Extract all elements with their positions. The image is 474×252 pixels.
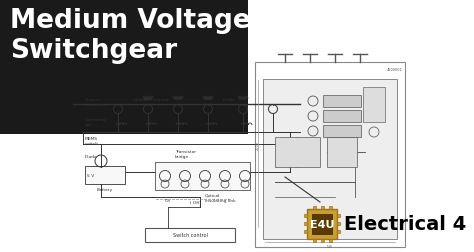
Bar — [327, 137, 357, 167]
Text: | Off: | Off — [190, 200, 200, 204]
Text: Optical
insulating link: Optical insulating link — [205, 194, 236, 202]
Text: Operating
coil: Operating coil — [85, 117, 107, 126]
Text: Electrical 4 U: Electrical 4 U — [344, 215, 474, 234]
Bar — [304, 230, 307, 233]
Text: Snubber resistor: Snubber resistor — [133, 98, 169, 102]
Bar — [248, 0, 474, 252]
Text: 4500001: 4500001 — [387, 68, 403, 72]
Bar — [275, 137, 320, 167]
Bar — [304, 214, 307, 217]
Text: 2000: 2000 — [256, 141, 260, 150]
Bar — [307, 209, 337, 239]
Bar — [337, 230, 340, 233]
Bar — [329, 239, 332, 242]
Bar — [323, 96, 361, 108]
Text: Transistor
bridge: Transistor bridge — [175, 149, 196, 158]
Bar — [313, 206, 316, 209]
Text: Medium Voltage
Switchgear: Medium Voltage Switchgear — [10, 8, 251, 64]
Bar — [0, 0, 240, 137]
Bar — [363, 88, 385, 122]
Text: N/S: N/S — [327, 244, 333, 248]
Text: E4U: E4U — [310, 219, 334, 229]
Bar — [323, 111, 361, 122]
Text: Diode: Diode — [223, 98, 236, 102]
Text: Diode: Diode — [85, 154, 98, 158]
Text: Current
transformer: Current transformer — [85, 98, 110, 106]
Bar — [255, 63, 405, 247]
Bar — [263, 80, 397, 239]
Bar — [329, 206, 332, 209]
Bar — [337, 214, 340, 217]
Bar — [145, 228, 235, 242]
Bar — [321, 239, 324, 242]
Bar — [321, 206, 324, 209]
Text: MEMS
switch: MEMS switch — [85, 137, 99, 145]
Bar — [313, 239, 316, 242]
Bar — [304, 222, 307, 225]
Text: 5 V: 5 V — [87, 173, 94, 177]
Bar — [0, 135, 305, 252]
Bar — [155, 162, 250, 190]
Text: Switch control: Switch control — [173, 233, 208, 238]
Bar — [85, 166, 125, 184]
Text: Battery: Battery — [97, 187, 113, 191]
Bar — [312, 214, 332, 234]
Bar — [323, 125, 361, 137]
Text: On: On — [165, 198, 171, 202]
Bar — [337, 222, 340, 225]
